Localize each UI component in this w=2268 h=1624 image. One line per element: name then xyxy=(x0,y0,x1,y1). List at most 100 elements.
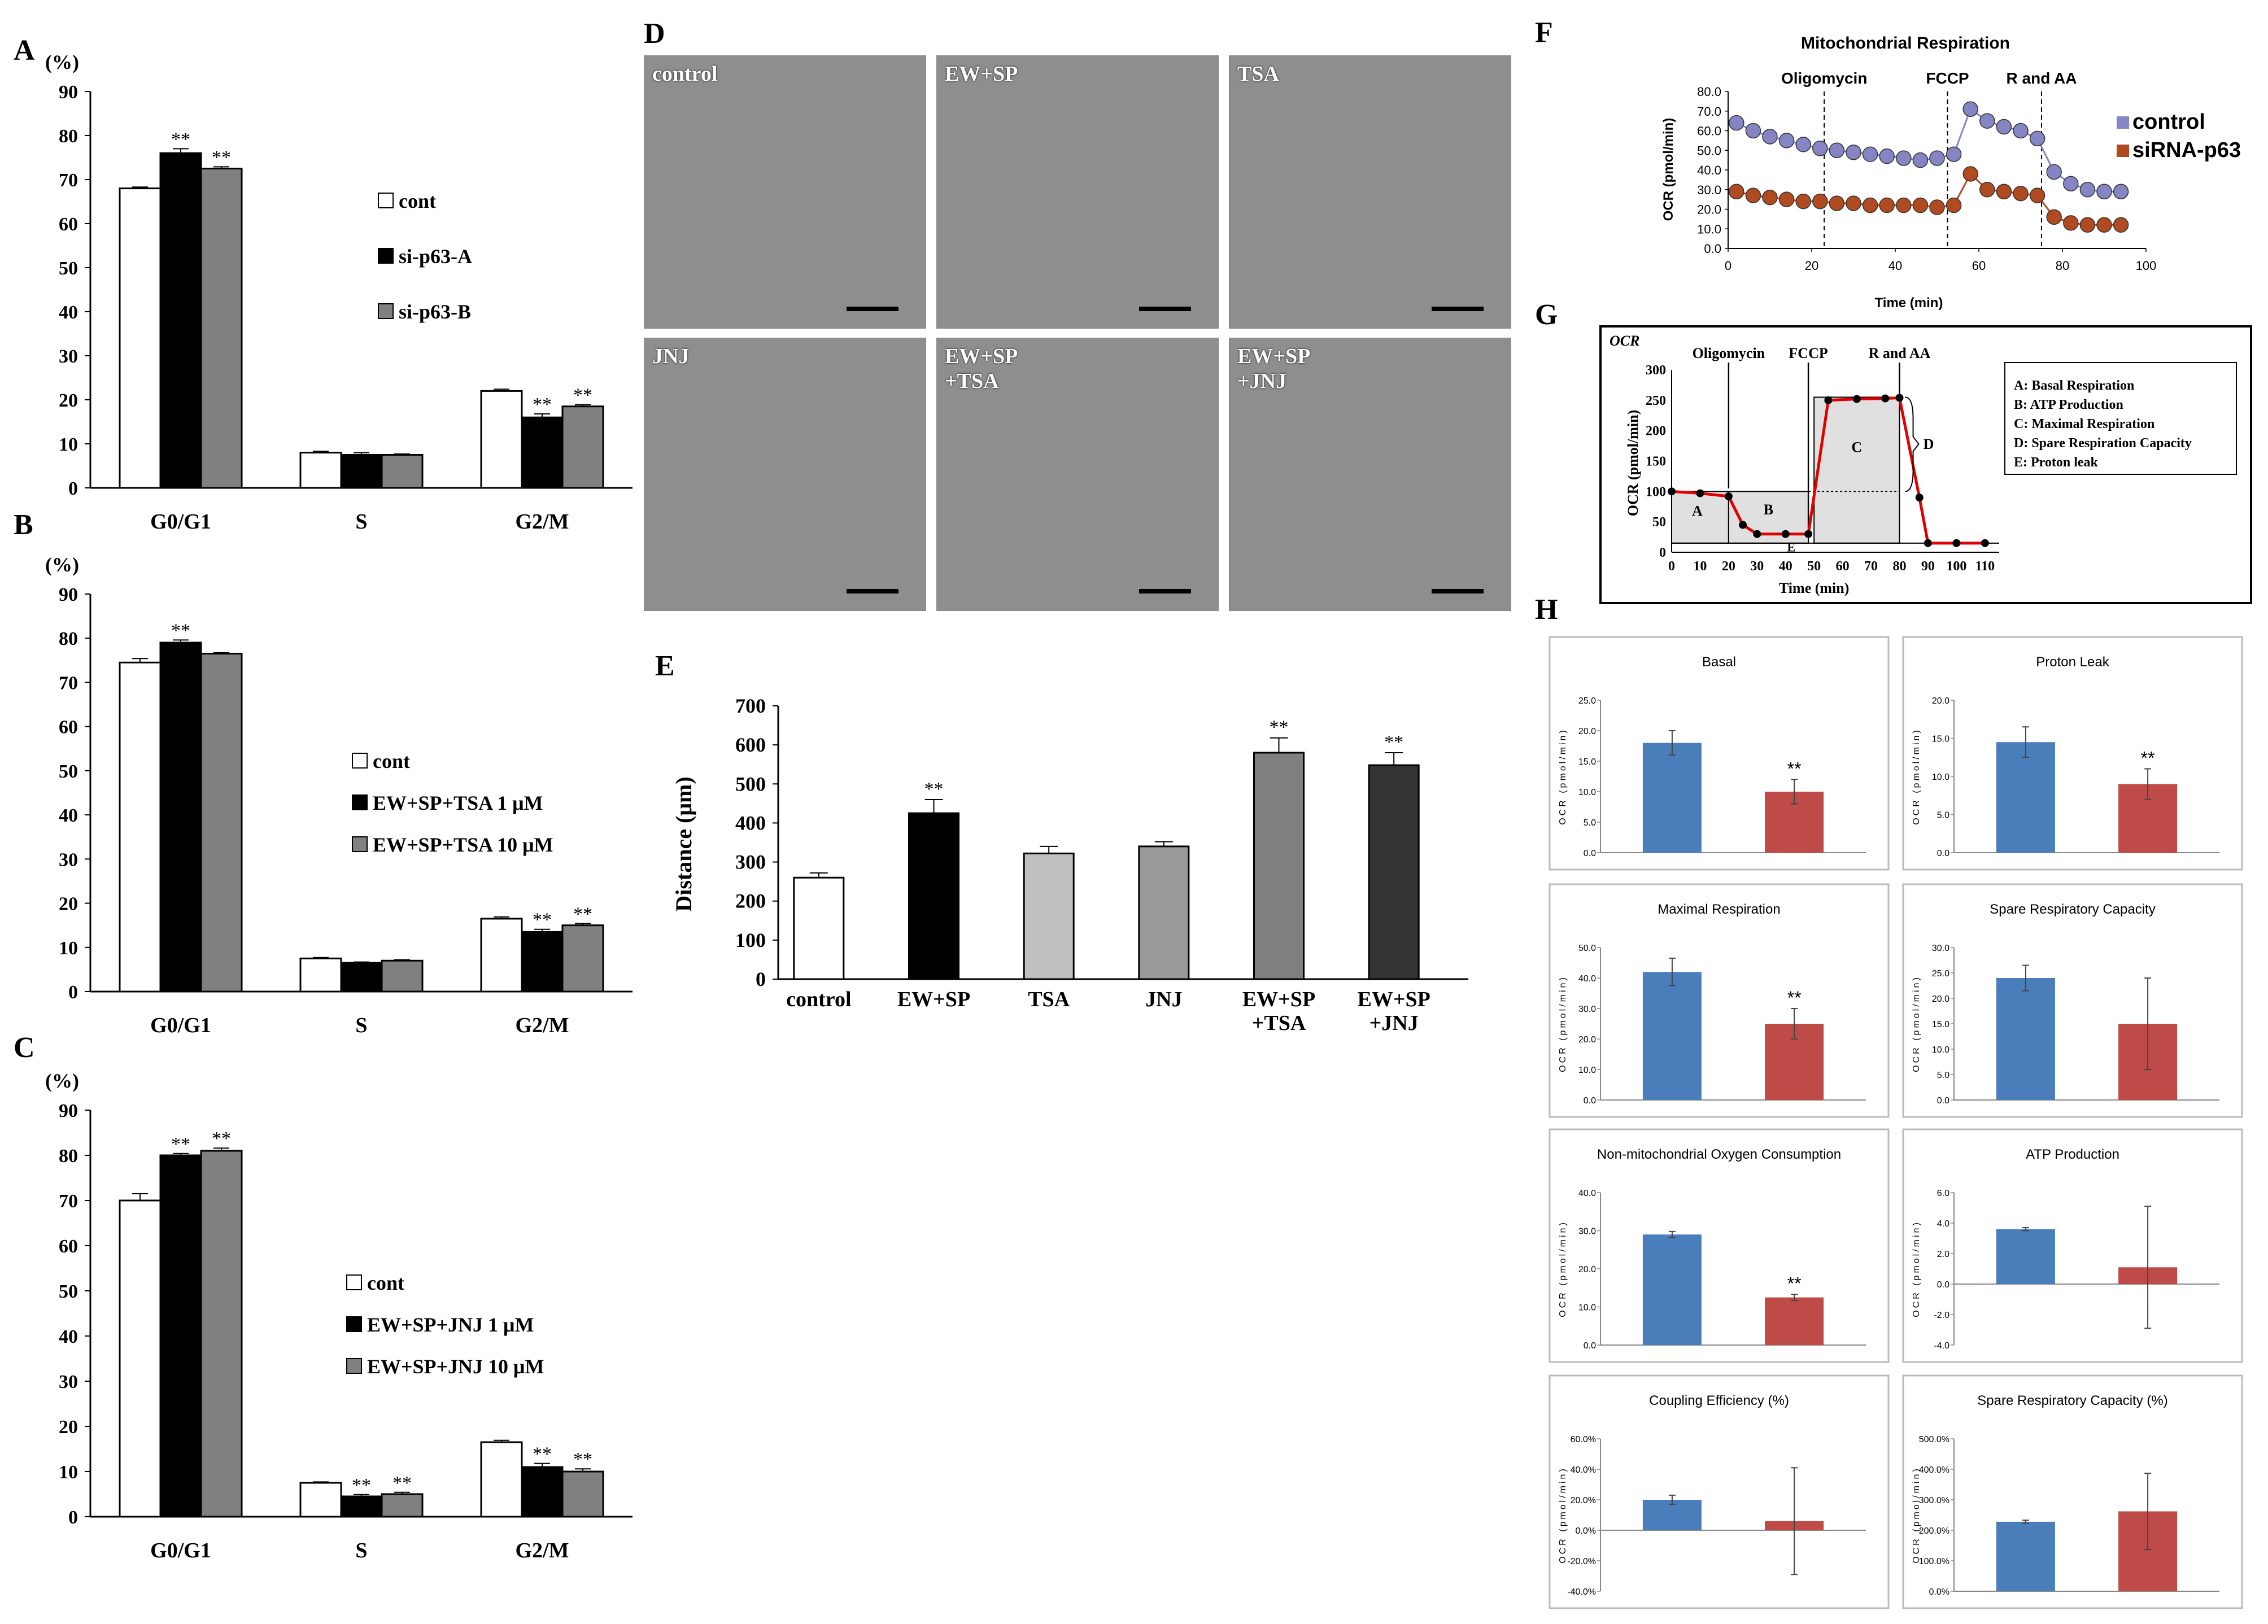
x-tick-label: EW+SP +TSA xyxy=(1242,988,1315,1035)
injection-label: FCCP xyxy=(1789,345,1828,361)
data-point xyxy=(1979,113,1995,129)
injection-label: R and AA xyxy=(1869,345,1931,361)
significance-label: ** xyxy=(171,129,190,150)
legend-label: si-p63-B xyxy=(399,300,471,323)
micrograph-ew-sp-jnj: EW+SP +JNJ xyxy=(1229,338,1511,611)
chart-e-migration-distance: 0 100 200 300 400 500 600 700 Distance (μm) contr… xyxy=(671,695,1468,1035)
box-label: D xyxy=(1924,436,1934,452)
micrograph-label: EW+SP +TSA xyxy=(945,344,1018,393)
y-tick-label: 5.0 xyxy=(1937,1071,1949,1080)
y-tick-label: 20.0 xyxy=(1578,1265,1596,1274)
y-tick-label: 50.0 xyxy=(1578,944,1596,953)
y-tick-label: 10.0 xyxy=(1932,772,1949,782)
y-tick-label: 0 xyxy=(1659,545,1666,560)
scale-bar xyxy=(847,589,899,593)
y-tick-label: 60 xyxy=(59,1236,78,1257)
micrograph-label: TSA xyxy=(1237,62,1279,86)
y-tick-label: 50.0 xyxy=(1697,143,1721,158)
bar xyxy=(561,405,604,489)
y-tick-label: 10.0 xyxy=(1578,1066,1596,1075)
significance-label: ** xyxy=(573,385,592,406)
x-tick-label: 20 xyxy=(1805,259,1818,273)
y-tick-label: 30.0 xyxy=(1932,944,1949,953)
legend-label: cont xyxy=(373,750,410,772)
data-point xyxy=(2013,123,2029,139)
x-tick-label: 80 xyxy=(1892,559,1906,574)
significance-label: ** xyxy=(533,910,552,931)
y-tick-label: 300 xyxy=(1646,363,1666,378)
scale-bar xyxy=(1432,307,1484,311)
subplot-frame xyxy=(1549,636,1890,871)
data-point xyxy=(1929,199,1945,215)
y-tick-label: 50 xyxy=(59,761,78,782)
panel-letter-g: G xyxy=(1535,299,1558,331)
legend-swatch xyxy=(346,1316,362,1332)
y-axis-label: OCR (pmol/min) xyxy=(1558,975,1568,1072)
significance-label: ** xyxy=(533,1444,552,1465)
data-point xyxy=(1915,494,1924,502)
legend-item: B: ATP Production xyxy=(2014,398,2123,412)
y-tick-label: 4.0 xyxy=(1937,1219,1949,1229)
y-tick-label: 10 xyxy=(59,1462,78,1483)
chart-subtitle: OCR xyxy=(1610,333,1639,349)
bar xyxy=(1996,742,2055,853)
subplot-title: ATP Production xyxy=(2026,1147,2119,1162)
box-label: C xyxy=(1851,439,1862,455)
y-tick-label: 80.0 xyxy=(1697,85,1721,99)
y-axis-label: OCR (pmol/min) xyxy=(1558,1220,1568,1317)
data-point xyxy=(2029,187,2045,203)
y-tick-label: 20.0 xyxy=(1697,203,1721,217)
y-tick-label: 0 xyxy=(756,968,766,990)
x-tick-label: 70 xyxy=(1864,559,1878,574)
y-tick-label: 25.0 xyxy=(1932,969,1949,979)
legend-item: A: Basal Respiration xyxy=(2014,378,2134,393)
y-axis-label: OCR (pmol/min) xyxy=(1558,1466,1568,1564)
y-tick-label: 0.0% xyxy=(1929,1587,1949,1597)
x-tick-label: control xyxy=(786,988,851,1011)
y-tick-label: 20.0% xyxy=(1571,1496,1596,1505)
legend-label: EW+SP+TSA 1 μM xyxy=(373,792,543,814)
y-tick-label: 40 xyxy=(59,302,78,323)
x-tick-label: G2/M xyxy=(516,510,569,534)
y-tick-label: 20.0 xyxy=(1932,994,1949,1004)
data-point xyxy=(1745,123,1761,139)
legend-item: D: Spare Respiration Capacity xyxy=(2014,436,2192,451)
y-tick-label: 0 xyxy=(68,478,78,499)
x-tick-label: S xyxy=(355,1014,367,1037)
y-axis-label: OCR (pmol/min) xyxy=(1661,118,1676,221)
y-tick-label: 20 xyxy=(59,390,78,411)
data-point xyxy=(1778,133,1795,149)
bar xyxy=(908,812,959,980)
significance-label: ** xyxy=(212,147,231,168)
x-tick-label: 40 xyxy=(1888,259,1902,273)
data-point xyxy=(1952,539,1961,547)
micrograph-ew-sp-tsa: EW+SP +TSA xyxy=(936,338,1219,611)
data-point xyxy=(2063,215,2079,231)
x-tick-label: G0/G1 xyxy=(150,510,211,534)
y-tick-label: 70.0 xyxy=(1697,104,1721,119)
x-tick-label: 0 xyxy=(1725,259,1731,273)
injection-label: Oligomycin xyxy=(1781,69,1867,87)
y-tick-label: 100.0% xyxy=(1919,1557,1949,1566)
y-axis-label: OCR (pmol/min) xyxy=(1558,728,1568,825)
bar xyxy=(381,959,424,993)
significance-label: ** xyxy=(573,904,592,925)
x-tick-label: TSA xyxy=(1028,988,1070,1011)
y-tick-label: 0 xyxy=(68,1507,78,1528)
y-tick-label: 5.0 xyxy=(1937,811,1949,820)
bar xyxy=(159,641,202,993)
subplot-title: Spare Respiratory Capacity xyxy=(1990,902,2155,917)
y-tick-label: 300 xyxy=(735,851,766,874)
panel-letter-h: H xyxy=(1535,593,1558,626)
y-tick-label: 0.0 xyxy=(1704,242,1721,256)
significance-label: ** xyxy=(2141,748,2155,769)
y-axis-label: (%) xyxy=(45,51,79,73)
data-point xyxy=(1862,197,1878,213)
data-point xyxy=(2046,209,2062,225)
bar xyxy=(159,1154,202,1518)
x-tick-label: 60 xyxy=(1972,259,1986,273)
legend-swatch xyxy=(378,303,394,319)
bar xyxy=(119,1199,162,1518)
subplot-title: Spare Respiratory Capacity (%) xyxy=(1977,1393,2167,1408)
y-tick-label: 30 xyxy=(59,346,78,367)
